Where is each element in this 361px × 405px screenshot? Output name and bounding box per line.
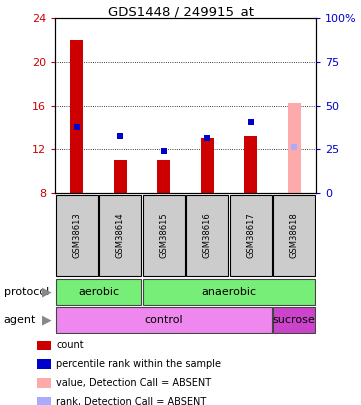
Point <box>204 135 210 142</box>
Text: value, Detection Call = ABSENT: value, Detection Call = ABSENT <box>56 378 212 388</box>
Point <box>74 124 80 131</box>
Bar <box>288 103 301 193</box>
Bar <box>99 195 141 276</box>
Bar <box>37 341 51 350</box>
Text: percentile rank within the sample: percentile rank within the sample <box>56 359 222 369</box>
Point <box>117 133 123 139</box>
Point <box>248 119 254 125</box>
Text: GSM38614: GSM38614 <box>116 213 125 258</box>
Text: GSM38617: GSM38617 <box>246 213 255 258</box>
Bar <box>56 279 141 305</box>
Bar <box>114 160 127 193</box>
Text: aerobic: aerobic <box>78 287 119 297</box>
Text: GSM38615: GSM38615 <box>159 213 168 258</box>
Text: ▶: ▶ <box>42 313 51 326</box>
Bar <box>230 195 271 276</box>
Point <box>291 144 297 150</box>
Bar <box>273 195 315 276</box>
Text: agent: agent <box>4 315 36 325</box>
Text: sucrose: sucrose <box>273 315 316 325</box>
Text: GDS1448 / 249915_at: GDS1448 / 249915_at <box>108 5 253 18</box>
Text: protocol: protocol <box>4 287 49 297</box>
Bar <box>56 307 271 333</box>
Bar <box>186 195 228 276</box>
Bar <box>37 397 51 405</box>
Text: control: control <box>144 315 183 325</box>
Bar <box>37 378 51 388</box>
Text: anaerobic: anaerobic <box>201 287 257 297</box>
Text: GSM38618: GSM38618 <box>290 213 299 258</box>
Bar <box>157 160 170 193</box>
Bar <box>143 279 315 305</box>
Text: count: count <box>56 340 84 350</box>
Text: rank, Detection Call = ABSENT: rank, Detection Call = ABSENT <box>56 396 207 405</box>
Bar <box>143 195 184 276</box>
Bar <box>70 40 83 193</box>
Bar <box>244 136 257 193</box>
Bar <box>273 307 315 333</box>
Text: ▶: ▶ <box>42 286 51 298</box>
Bar <box>56 195 97 276</box>
Bar <box>201 139 214 193</box>
Text: GSM38616: GSM38616 <box>203 213 212 258</box>
Bar <box>37 360 51 369</box>
Text: GSM38613: GSM38613 <box>72 213 81 258</box>
Point <box>161 148 167 155</box>
